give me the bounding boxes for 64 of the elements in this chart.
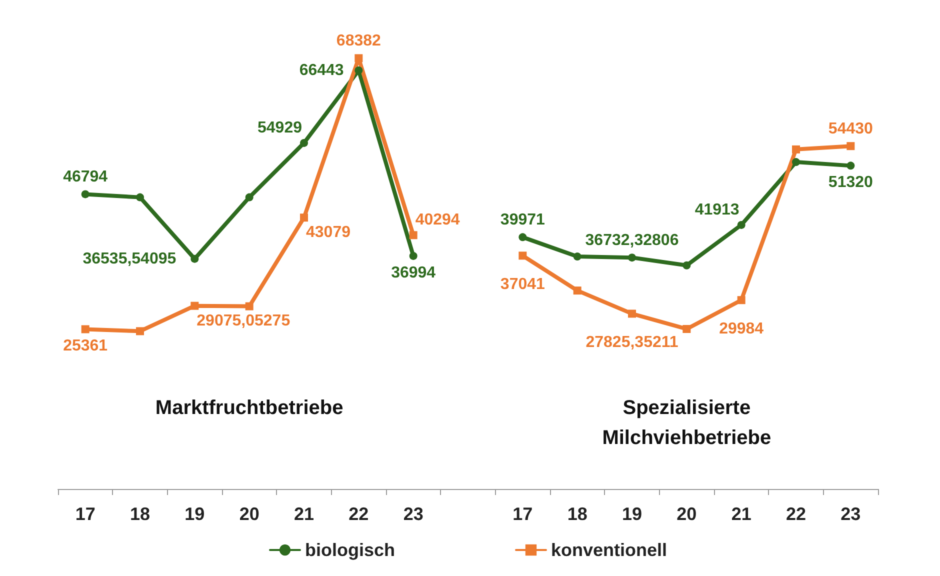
data-label: 36732,32806 (585, 232, 679, 250)
point (737, 220, 746, 229)
x-tick-label: 20 (239, 504, 260, 524)
point (846, 162, 855, 170)
point (81, 190, 90, 198)
data-label: 40294 (415, 212, 460, 229)
point (573, 252, 582, 261)
point (792, 145, 800, 154)
data-label: 36994 (391, 264, 436, 282)
point (792, 158, 800, 166)
point (737, 296, 746, 304)
x-tick-label: 22 (348, 504, 369, 524)
data-label: 68382 (336, 32, 382, 50)
x-tick-label: 23 (840, 504, 861, 524)
data-label: 41913 (694, 201, 740, 218)
data-label: 46794 (63, 168, 108, 186)
point (846, 142, 855, 150)
x-tick-label: 19 (622, 504, 642, 524)
point (190, 302, 199, 310)
data-label: 36535,54095 (82, 250, 176, 268)
x-tick-label: 19 (184, 504, 205, 524)
point (518, 233, 527, 242)
point (136, 193, 144, 202)
point (518, 252, 527, 260)
x-tick-label: 20 (676, 504, 697, 524)
point (190, 254, 199, 263)
data-label: 29075,05275 (196, 312, 290, 330)
data-label: 39971 (500, 212, 546, 229)
data-label: 37041 (500, 276, 546, 294)
point (300, 138, 308, 147)
x-tick-label: 18 (130, 504, 150, 524)
point (245, 302, 254, 310)
point (409, 231, 418, 240)
data-label: 25361 (63, 338, 108, 355)
legend-label: biologisch (304, 540, 395, 560)
point (245, 193, 254, 202)
data-label: 51320 (828, 174, 874, 192)
point (354, 54, 363, 62)
x-tick-label: 18 (567, 504, 588, 524)
text: Spezialisierte Milchviehbetriebe (602, 397, 772, 449)
data-label: 43079 (306, 224, 351, 242)
data-label: 66443 (299, 62, 344, 79)
data-label: 29984 (719, 320, 764, 338)
data-label: 54929 (258, 119, 302, 136)
x-tick-label: 17 (75, 504, 96, 524)
point (136, 327, 144, 336)
point (573, 286, 582, 295)
point (354, 66, 363, 74)
point (682, 261, 691, 270)
point (628, 310, 636, 318)
x-tick-label: 21 (294, 504, 314, 524)
point (300, 214, 308, 222)
point (628, 254, 636, 262)
x-tick-label: 17 (512, 504, 533, 524)
point (409, 252, 418, 260)
data-label: 27825,35211 (586, 334, 678, 352)
legend-label: konventionell (550, 540, 668, 560)
x-tick-label: 22 (786, 504, 806, 524)
point (682, 324, 691, 333)
text: Marktfruchtbetriebe (155, 397, 344, 419)
point (81, 325, 90, 334)
x-tick-label: 23 (403, 504, 424, 524)
data-label: 54430 (828, 120, 874, 138)
x-tick-label: 21 (731, 504, 752, 524)
